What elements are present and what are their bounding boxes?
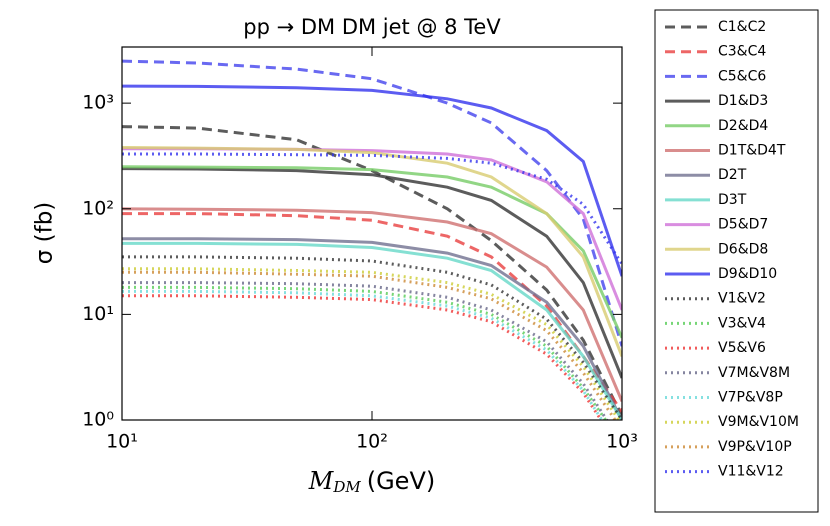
x-label-subscript: DM <box>332 478 361 496</box>
y-tick-label: 10² <box>82 197 114 219</box>
y-tick-label: 10⁰ <box>82 409 114 431</box>
legend-label: V9P&V10P <box>718 439 792 455</box>
series-line <box>122 241 622 420</box>
series-line <box>122 212 622 413</box>
x-tick-label: 10¹ <box>106 431 138 453</box>
series-line <box>122 59 622 347</box>
series-line <box>122 255 622 420</box>
legend-label: D6&D8 <box>718 241 768 257</box>
legend-label: D5&D7 <box>718 217 768 233</box>
series-line <box>122 125 622 417</box>
legend-box <box>654 9 819 513</box>
legend-label: D2T <box>718 167 747 183</box>
legend-label: V3&V4 <box>718 315 766 331</box>
legend-label: D1&D3 <box>718 93 768 109</box>
x-label-symbol: M <box>308 467 335 495</box>
legend-label: V11&V12 <box>718 464 784 480</box>
legend-label: C1&C2 <box>718 19 766 35</box>
series-line <box>122 237 622 420</box>
series-line <box>122 270 617 420</box>
legend-label: D1T&D4T <box>718 143 786 159</box>
chart-title: pp → DM DM jet @ 8 TeV <box>243 15 501 39</box>
legend-label: D9&D10 <box>718 266 777 282</box>
y-tick-label: 10¹ <box>82 303 114 325</box>
legend-label: V7M&V8M <box>718 365 790 381</box>
series-line <box>122 294 603 420</box>
series-line <box>122 207 622 402</box>
legend-label: V7P&V8P <box>718 390 783 406</box>
legend-label: V5&V6 <box>718 340 766 356</box>
x-tick-label: 10² <box>356 431 388 453</box>
plot-frame <box>121 46 623 421</box>
x-label-unit: (GeV) <box>367 467 436 495</box>
x-axis-label: MDM (GeV) <box>308 467 435 497</box>
series-line <box>122 146 622 357</box>
series-line <box>122 165 622 339</box>
series-line <box>122 267 621 420</box>
plot-lines <box>122 59 622 420</box>
x-tick-label: 10³ <box>606 431 638 453</box>
legend-label: C5&C6 <box>718 68 766 84</box>
legend-label: C3&C4 <box>718 44 766 60</box>
series-line <box>122 289 604 420</box>
legend-label: D2&D4 <box>718 118 768 134</box>
series-line <box>122 152 622 265</box>
series-line <box>122 84 622 277</box>
y-axis-label: σ (fb) <box>32 202 58 265</box>
series-line <box>122 285 608 420</box>
series-line <box>122 281 609 420</box>
series-line <box>122 167 622 379</box>
legend-label: D3T <box>718 192 747 208</box>
legend-label: V9M&V10M <box>718 414 799 430</box>
y-tick-label: 10³ <box>82 92 114 114</box>
legend-label: V1&V2 <box>718 291 766 307</box>
